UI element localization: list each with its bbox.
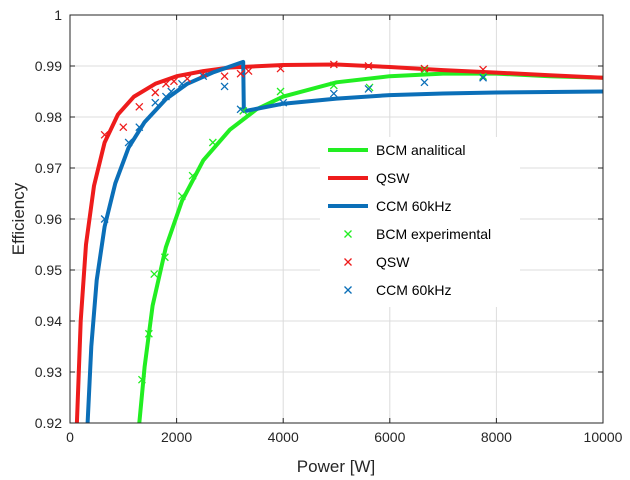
y-tick-label: 0.92	[35, 415, 62, 431]
data-point-5	[329, 89, 338, 98]
data-point-4	[479, 65, 488, 74]
data-point-3	[479, 72, 488, 81]
y-tick-label: 1	[54, 7, 62, 23]
data-point-4	[329, 60, 338, 69]
data-point-5	[479, 73, 488, 82]
legend-swatch	[344, 258, 352, 266]
x-tick-label: 8000	[481, 429, 512, 445]
legend-item-1: QSW	[328, 170, 410, 186]
data-point-3	[137, 375, 146, 384]
data-point-5	[124, 138, 133, 147]
legend-label: BCM experimental	[376, 226, 491, 242]
y-tick-label: 0.98	[35, 109, 62, 125]
data-point-5	[151, 98, 160, 107]
y-tick-label: 0.96	[35, 211, 62, 227]
x-tick-label: 10000	[584, 429, 623, 445]
data-point-3	[420, 66, 429, 75]
data-point-4	[220, 72, 229, 81]
data-point-4	[364, 62, 373, 70]
series-line-2	[85, 59, 603, 423]
legend-label: CCM 60kHz	[376, 198, 451, 214]
data-point-5	[100, 215, 109, 223]
data-point-5	[420, 78, 429, 87]
chart-markers	[100, 60, 488, 384]
legend-label: QSW	[376, 254, 410, 270]
data-point-5	[279, 98, 288, 107]
legend-item-0: BCM analitical	[328, 142, 465, 158]
data-point-5	[364, 84, 373, 93]
data-point-3	[188, 171, 197, 180]
data-point-4	[199, 69, 208, 78]
x-tick-label: 2000	[161, 429, 192, 445]
data-point-4	[100, 130, 109, 139]
legend-label: BCM analitical	[376, 142, 465, 158]
data-point-4	[276, 64, 285, 73]
y-tick-label: 0.95	[35, 262, 62, 278]
x-tick-label: 0	[66, 429, 74, 445]
data-point-3	[329, 81, 338, 90]
data-point-3	[208, 138, 217, 147]
legend-item-4: QSW	[344, 254, 410, 270]
x-tick-label: 4000	[268, 429, 299, 445]
data-point-3	[177, 192, 186, 201]
legend-item-3: BCM experimental	[344, 226, 491, 242]
data-point-5	[199, 72, 208, 81]
data-point-3	[276, 87, 285, 96]
x-axis-label: Power [W]	[297, 457, 375, 476]
data-point-4	[119, 123, 128, 132]
data-point-3	[150, 270, 159, 279]
data-point-3	[144, 329, 153, 338]
axis-ticks: 0 2000 4000 6000 8000 10000 0.92 0.93 0.94 0.95 0.…	[35, 7, 623, 445]
legend-label: QSW	[376, 170, 410, 186]
legend-swatch	[344, 286, 352, 294]
legend-box	[320, 137, 520, 307]
data-point-4	[161, 79, 170, 88]
legend-label: CCM 60kHz	[376, 282, 451, 298]
x-tick-label: 6000	[374, 429, 405, 445]
data-point-4	[420, 64, 429, 73]
data-point-5	[135, 123, 144, 132]
legend-item-2: CCM 60kHz	[328, 198, 451, 214]
data-point-4	[244, 67, 253, 76]
data-point-5	[167, 87, 176, 96]
data-point-4	[169, 77, 178, 86]
y-axis-label: Efficiency	[9, 182, 28, 255]
data-point-5	[177, 79, 186, 88]
data-point-5	[220, 82, 229, 91]
series-line-1	[74, 62, 603, 423]
y-tick-label: 0.97	[35, 160, 62, 176]
data-point-5	[236, 105, 245, 114]
data-point-4	[135, 102, 144, 111]
chart-curves	[74, 59, 603, 423]
legend-swatch	[344, 230, 352, 238]
legend: BCM analitical QSW CCM 60kHz BCM experiment…	[320, 137, 520, 307]
y-tick-label: 0.99	[35, 58, 62, 74]
data-point-4	[151, 88, 160, 97]
data-point-4	[236, 69, 245, 78]
y-tick-label: 0.93	[35, 364, 62, 380]
y-tick-label: 0.94	[35, 313, 62, 329]
data-point-3	[160, 253, 169, 262]
legend-item-5: CCM 60kHz	[344, 282, 451, 298]
